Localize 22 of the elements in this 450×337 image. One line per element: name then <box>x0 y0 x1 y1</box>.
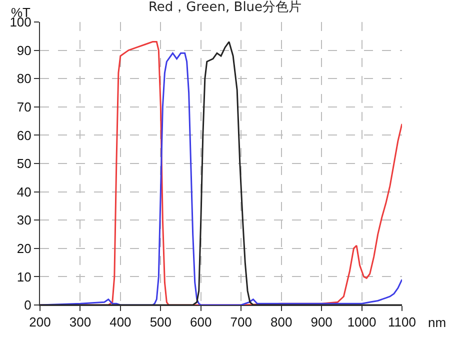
y-tick-label: 50 <box>16 156 32 172</box>
x-tick-label: 800 <box>270 314 292 330</box>
y-tick-label: 60 <box>16 128 32 143</box>
x-tick-label: 400 <box>110 314 132 330</box>
y-tick-label: 90 <box>16 42 32 58</box>
x-tick-label: 200 <box>29 314 51 330</box>
x-tick-label: 300 <box>69 314 92 330</box>
y-tick-label: 70 <box>16 99 32 114</box>
x-axis-title: nm <box>428 315 446 330</box>
chart-title: Red，Green, Blue分色片 <box>148 0 302 15</box>
y-tick-label: 30 <box>16 212 32 228</box>
x-tick-label: 600 <box>190 314 212 330</box>
y-tick-label: 40 <box>16 184 32 200</box>
x-tick-label: 1000 <box>347 314 376 330</box>
y-tick-label: 20 <box>16 240 32 256</box>
y-tick-label: 0 <box>24 298 32 313</box>
x-tick-label: 500 <box>150 314 172 330</box>
x-tick-label: 700 <box>230 314 252 330</box>
y-tick-label: 10 <box>16 269 32 284</box>
y-tick-label: 80 <box>16 71 32 86</box>
x-tick-label: 1100 <box>388 314 416 330</box>
x-tick-label: 900 <box>310 314 332 330</box>
